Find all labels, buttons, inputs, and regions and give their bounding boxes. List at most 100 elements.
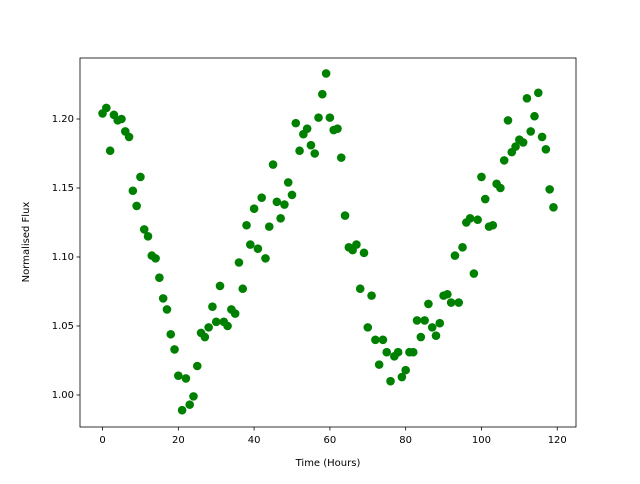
point [401, 365, 410, 375]
point [458, 243, 467, 252]
x-tick-label: 80 [399, 435, 412, 446]
point [496, 183, 505, 193]
point [151, 254, 160, 263]
point [318, 89, 327, 99]
point [469, 269, 479, 278]
point [511, 142, 520, 151]
point [310, 149, 320, 158]
point [166, 329, 176, 339]
point [257, 193, 266, 202]
point [136, 172, 145, 182]
point [268, 160, 278, 169]
point [238, 284, 248, 294]
point [283, 178, 293, 187]
point [378, 335, 388, 345]
point [314, 113, 323, 122]
point [371, 335, 380, 345]
point [105, 146, 115, 156]
point [287, 190, 297, 200]
point [181, 374, 191, 383]
point [541, 145, 551, 154]
point [249, 204, 259, 213]
point [170, 345, 179, 354]
x-tick-label: 60 [324, 435, 337, 446]
point [545, 185, 554, 194]
y-tick-label: 1.05 [52, 321, 74, 332]
point [533, 88, 543, 98]
y-axis-label: Normalised Flux [21, 202, 32, 283]
point [393, 347, 403, 357]
point [549, 203, 558, 212]
point [230, 309, 240, 318]
x-axis-label: Time (Hours) [295, 458, 361, 469]
y-tick-label: 1.00 [52, 390, 74, 401]
point [480, 194, 490, 204]
point [499, 156, 509, 165]
plot-frame [79, 57, 577, 428]
point [465, 214, 475, 223]
point [374, 360, 384, 369]
point [177, 405, 187, 415]
point [336, 153, 346, 162]
point [276, 214, 285, 223]
point [234, 258, 244, 267]
point [333, 124, 342, 133]
point [158, 294, 168, 303]
x-tick-label: 120 [548, 435, 567, 446]
point [246, 240, 255, 249]
point [340, 211, 350, 220]
y-tick-label: 1.20 [52, 114, 74, 125]
point [412, 316, 422, 325]
point [359, 248, 369, 258]
point [488, 220, 498, 230]
point [242, 220, 251, 230]
point [128, 186, 138, 196]
x-tick-label: 40 [248, 435, 261, 446]
point [522, 93, 532, 103]
point [280, 200, 289, 209]
point [446, 298, 456, 307]
point [215, 281, 225, 291]
point [416, 332, 426, 342]
point [477, 172, 486, 182]
point [174, 371, 183, 380]
point [192, 361, 202, 371]
point [352, 240, 361, 249]
point [454, 298, 464, 307]
point [386, 376, 395, 386]
point [155, 273, 164, 282]
point [325, 113, 335, 122]
point [435, 318, 445, 328]
point [450, 251, 460, 260]
point [382, 347, 392, 357]
point [537, 132, 547, 142]
point [185, 400, 194, 409]
point [431, 331, 441, 340]
point [261, 254, 270, 263]
point [189, 392, 198, 401]
point [117, 114, 126, 124]
point [420, 316, 429, 325]
point [306, 140, 316, 150]
point [143, 231, 153, 241]
y-tick-label: 1.15 [52, 183, 74, 194]
point [424, 299, 433, 309]
x-tick-label: 100 [472, 435, 491, 446]
point [530, 111, 539, 121]
point [321, 69, 331, 78]
point [162, 305, 172, 314]
point [503, 116, 513, 125]
point [367, 291, 376, 300]
point [526, 127, 536, 136]
point [397, 372, 407, 382]
point [102, 103, 111, 113]
point [272, 197, 282, 207]
y-tick-label: 1.10 [52, 252, 74, 263]
point [295, 146, 304, 156]
point [124, 132, 134, 142]
point [363, 323, 373, 332]
x-tick-label: 0 [99, 435, 105, 446]
point [443, 289, 452, 299]
point [200, 332, 210, 342]
